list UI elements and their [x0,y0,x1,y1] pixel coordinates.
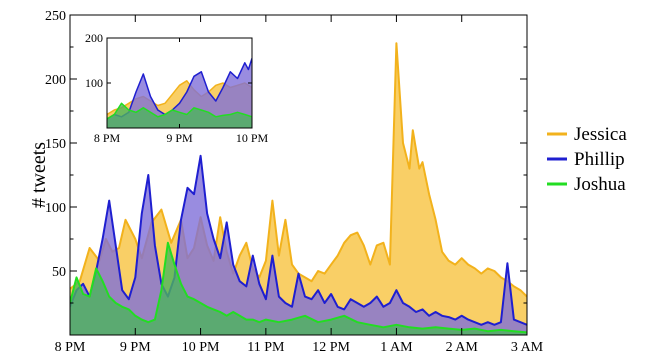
legend-label-jessica: Jessica [574,124,627,145]
main-x-tick-label: 1 AM [380,340,413,355]
inset-x-tick-label: 8 PM [94,131,121,145]
legend-label-joshua: Joshua [574,174,626,195]
inset-x-tick-label: 10 PM [236,131,269,145]
main-y-tick-label: 200 [45,73,66,88]
inset-y-tick-label: 100 [85,76,103,90]
main-y-tick-label: 50 [52,265,66,280]
inset-x-tick-label: 9 PM [166,131,193,145]
main-x-tick-label: 12 PM [312,340,350,355]
main-y-tick-label: 150 [45,137,66,152]
main-plot: 8 PM 9 PM 10 PM 11 PM 12 PM 1 AM 2 AM 3 AM 50 100… [28,9,544,355]
main-x-tick-label: 3 AM [511,340,544,355]
inset-line-joshua [107,102,252,120]
main-x-tick-label: 11 PM [247,340,285,355]
main-x-tick-label: 9 PM [120,340,151,355]
main-area-joshua [70,242,527,335]
legend: Jessica Phillip Joshua [547,124,627,195]
main-x-tick-label: 10 PM [182,340,220,355]
inset-area-joshua [107,103,252,128]
y-axis-label: # tweets [28,142,50,208]
main-line-joshua [70,241,527,334]
main-line-jessica [70,42,527,298]
main-line-phillip [70,154,527,326]
main-x-tick-label: 2 AM [446,340,479,355]
main-y-tick-label: 100 [45,201,66,216]
inset-plot: 8 PM 9 PM 10 PM 100 200 [85,31,269,145]
inset-line-phillip [107,58,252,120]
inset-y-tick-label: 200 [85,31,103,45]
main-y-tick-label: 250 [45,9,66,24]
main-x-tick-label: 8 PM [55,340,86,355]
legend-label-phillip: Phillip [574,149,625,170]
